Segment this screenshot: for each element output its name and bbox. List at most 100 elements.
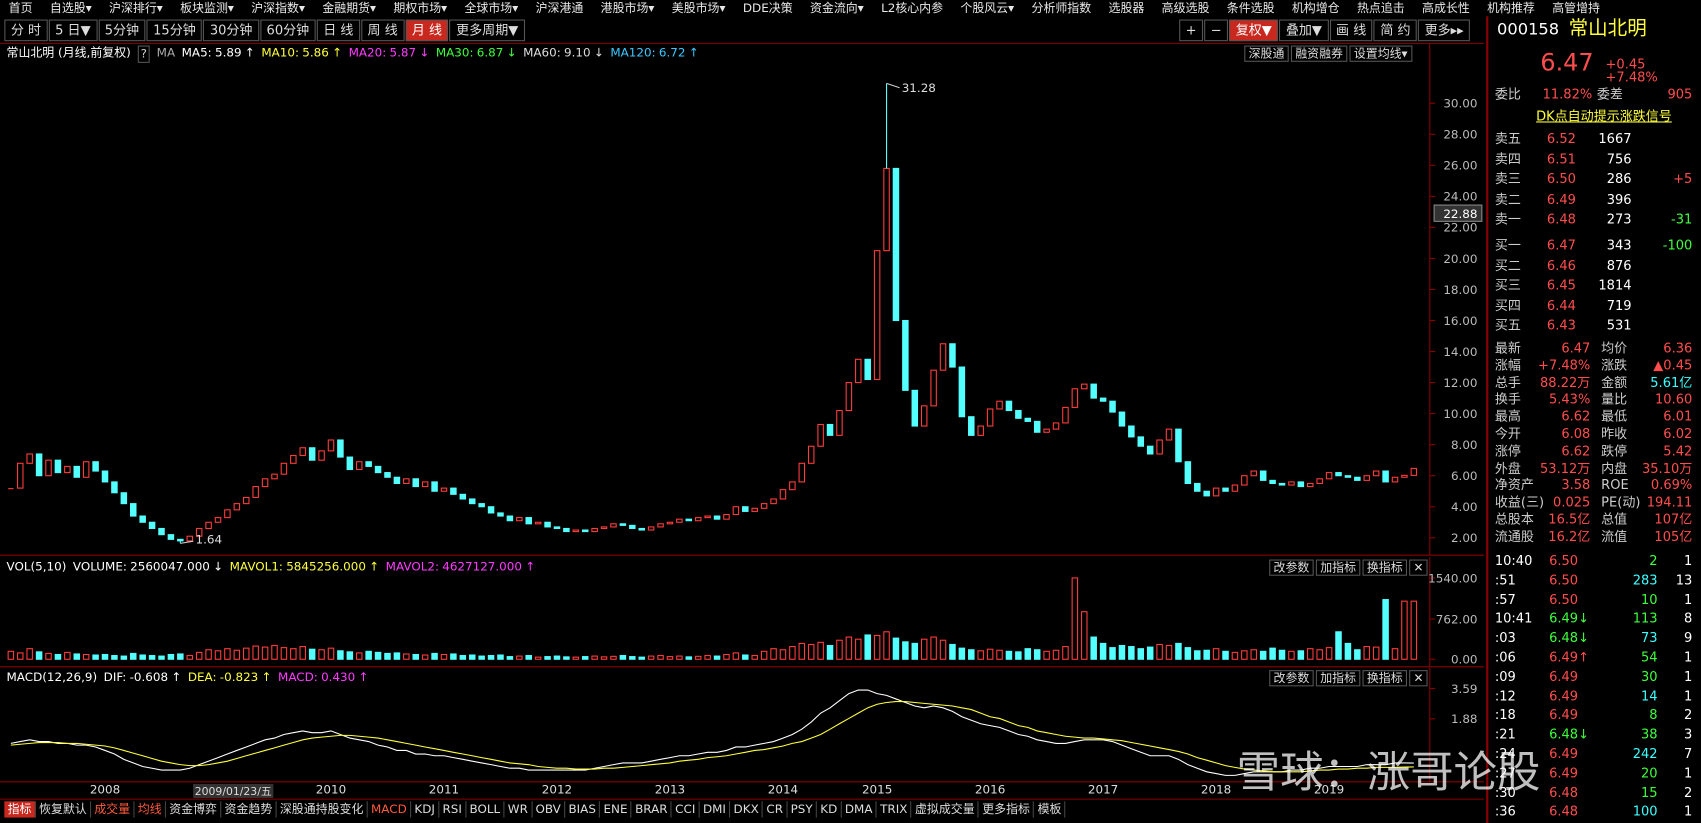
menu-item[interactable]: DDE决策 xyxy=(742,1,793,16)
panel-button[interactable]: 加指标 xyxy=(1315,559,1361,576)
menu-item[interactable]: 自选股▾ xyxy=(49,1,92,16)
cell: 涨跌 xyxy=(1601,357,1628,373)
period-button[interactable]: 5分钟 xyxy=(98,19,146,42)
indicator-tab[interactable]: 成交量 xyxy=(91,801,135,818)
menu-item[interactable]: 首页 xyxy=(8,1,33,16)
indicator-tab[interactable]: 均线 xyxy=(135,801,166,818)
menu-item[interactable]: 个股风云▾ xyxy=(960,1,1015,16)
chart-button[interactable]: 设置均线▾ xyxy=(1349,45,1412,62)
indicator-tab[interactable]: CCI xyxy=(672,801,700,818)
candle xyxy=(1118,411,1126,427)
menu-item[interactable]: 资金流向▾ xyxy=(809,1,864,16)
menu-item[interactable]: 港股市场▾ xyxy=(600,1,655,16)
period-button[interactable]: 30分钟 xyxy=(203,19,259,42)
menu-item[interactable]: 沪深排行▾ xyxy=(109,1,163,16)
menu-item[interactable]: 分析师指数 xyxy=(1031,1,1092,16)
tool-bar: + − 复权▼ 叠加▼ 画 线简 约更多▸▸ xyxy=(1179,19,1471,42)
period-button[interactable]: 月 线 xyxy=(405,19,449,42)
tool-button[interactable]: + xyxy=(1179,19,1204,42)
period-button[interactable]: 分 时 xyxy=(4,19,48,42)
indicator-tab[interactable]: TRIX xyxy=(877,801,912,818)
cell: :18 xyxy=(1494,707,1516,723)
panel-button[interactable]: 改参数 xyxy=(1269,559,1314,576)
panel-button[interactable]: 换指标 xyxy=(1362,670,1407,687)
indicator-tab[interactable]: 深股通持股变化 xyxy=(277,801,368,818)
indicator-tab[interactable]: DKX xyxy=(730,801,764,818)
tool-button[interactable]: 更多▸▸ xyxy=(1418,19,1471,42)
indicator-tab[interactable]: 资金博弈 xyxy=(166,801,222,818)
volume-bar xyxy=(120,655,128,660)
chart-button[interactable]: 融资融券 xyxy=(1290,45,1348,62)
panel-button[interactable]: ✕ xyxy=(1409,559,1428,576)
period-button[interactable]: 5 日▼ xyxy=(48,19,98,42)
indicator-tab[interactable]: 模板 xyxy=(1034,801,1066,818)
period-button[interactable]: 60分钟 xyxy=(260,19,316,42)
indicator-tab[interactable]: PSY xyxy=(787,801,817,818)
menu-item[interactable]: 条件选股 xyxy=(1226,1,1275,16)
indicator-tab[interactable]: 恢复默认 xyxy=(36,801,92,818)
menu-item[interactable]: L2核心内参 xyxy=(881,1,944,16)
menu-item[interactable]: 机构推荐 xyxy=(1487,1,1535,16)
candle xyxy=(676,518,683,523)
menu-item[interactable]: 热点追击 xyxy=(1356,1,1405,16)
menu-item[interactable]: 选股器 xyxy=(1108,1,1145,16)
menu-item[interactable]: 期权市场▾ xyxy=(393,1,448,16)
bid-row: 买二 6.46 876 xyxy=(1493,256,1697,273)
menu-item[interactable]: 高管增持 xyxy=(1552,1,1600,16)
indicator-tab[interactable]: KDJ xyxy=(411,801,440,818)
period-button[interactable]: 更多周期▼ xyxy=(449,19,525,42)
trade-row: :18 6.49 8 2 xyxy=(1493,706,1697,723)
candle xyxy=(732,506,740,516)
candle xyxy=(779,489,787,500)
indicator-tab[interactable]: RSI xyxy=(439,801,467,818)
indicator-tab[interactable]: ENE xyxy=(600,801,632,818)
menu-item[interactable]: 高成长性 xyxy=(1422,1,1470,16)
period-button[interactable]: 15分钟 xyxy=(146,19,203,42)
candle xyxy=(600,526,608,530)
indicator-tab[interactable]: BIAS xyxy=(565,801,601,818)
tool-button[interactable]: 简 约 xyxy=(1373,19,1418,42)
panel-button[interactable]: 换指标 xyxy=(1362,559,1407,576)
indicator-tab[interactable]: BRAR xyxy=(632,801,672,818)
indicator-tab[interactable]: 资金趋势 xyxy=(221,801,277,818)
menu-item[interactable]: 板块监测▾ xyxy=(180,1,234,16)
indicator-tab[interactable]: MACD xyxy=(368,801,412,818)
indicator-tab[interactable]: 虚拟成交量 xyxy=(912,801,979,818)
menu-item[interactable]: 金融期货▾ xyxy=(322,1,377,16)
indicator-tab[interactable]: BOLL xyxy=(466,801,505,818)
candle xyxy=(516,517,523,522)
panel-button[interactable]: ✕ xyxy=(1409,670,1428,687)
indicator-tab[interactable]: 更多指标 xyxy=(979,801,1035,818)
cell[interactable]: DK点自动提示涨跌信号 xyxy=(1536,108,1672,124)
panel-button[interactable]: 加指标 xyxy=(1315,670,1361,687)
indicator-tab[interactable]: OBV xyxy=(532,801,566,818)
menu-item[interactable]: 机构增仓 xyxy=(1291,1,1340,16)
cell: 0.025 xyxy=(1553,494,1591,510)
menu-item[interactable]: 高级选股 xyxy=(1161,1,1210,16)
menu-item[interactable]: 沪深指数▾ xyxy=(251,1,305,16)
tool-button[interactable]: − xyxy=(1204,19,1229,42)
cell: 10 xyxy=(1640,591,1658,607)
indicator-tab[interactable]: KD xyxy=(817,801,842,818)
panel-button[interactable]: 改参数 xyxy=(1269,670,1314,687)
volume-bar xyxy=(581,656,589,660)
indicator-tab[interactable]: DMA xyxy=(842,801,877,818)
period-button[interactable]: 日 线 xyxy=(316,19,360,42)
tool-button[interactable]: 复权▼ xyxy=(1229,19,1279,42)
tool-button[interactable]: 叠加▼ xyxy=(1279,19,1329,42)
menu-item[interactable]: 美股市场▾ xyxy=(671,1,726,16)
candle xyxy=(1335,472,1342,477)
tool-button[interactable]: 画 线 xyxy=(1329,19,1373,42)
cell: 1 xyxy=(1683,649,1693,665)
indicator-tab[interactable]: DMI xyxy=(700,801,731,818)
volume-bar xyxy=(892,637,900,660)
menu-item[interactable]: 沪深港通 xyxy=(535,1,584,16)
indicator-tab[interactable]: 指标 xyxy=(4,801,36,818)
indicator-tab[interactable]: WR xyxy=(505,801,533,818)
chart-button[interactable]: 深股通 xyxy=(1244,45,1289,62)
cell: :51 xyxy=(1494,572,1516,588)
period-button[interactable]: 周 线 xyxy=(361,19,405,42)
indicator-tab[interactable]: CR xyxy=(763,801,788,818)
menu-item[interactable]: 全球市场▾ xyxy=(464,1,519,16)
volume-bar xyxy=(271,644,278,660)
